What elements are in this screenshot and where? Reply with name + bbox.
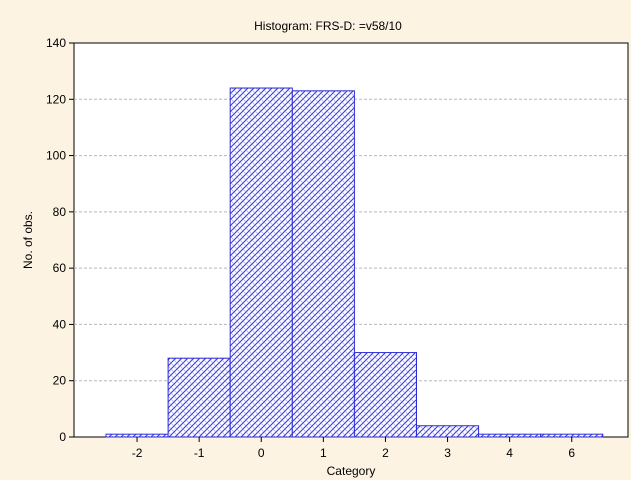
y-axis-ticks: 0 20 40 60 80 100 120 140 <box>46 36 74 444</box>
y-tick-label: 140 <box>46 36 66 50</box>
x-axis-label: Category <box>327 464 376 478</box>
x-tick-label: 3 <box>444 446 451 460</box>
x-tick-label: -2 <box>132 446 143 460</box>
y-tick-label: 60 <box>53 261 67 275</box>
bar-3 <box>416 425 480 438</box>
y-tick-label: 20 <box>53 374 67 388</box>
bars <box>105 87 604 438</box>
y-tick-label: 120 <box>46 92 66 106</box>
y-tick-label: 40 <box>53 317 67 331</box>
bar-6 <box>540 433 604 438</box>
y-tick-label: 0 <box>59 430 66 444</box>
y-tick-label: 100 <box>46 149 66 163</box>
bar-0 <box>229 87 293 438</box>
x-tick-label: 4 <box>506 446 513 460</box>
bar-2 <box>353 352 417 438</box>
chart-title: Histogram: FRS-D: =v58/10 <box>254 19 402 33</box>
x-tick-label: -1 <box>194 446 205 460</box>
x-axis-ticks: -2 -1 0 1 2 3 4 6 <box>132 437 575 460</box>
x-tick-label: 1 <box>320 446 327 460</box>
bar-4 <box>478 433 542 438</box>
bar--2 <box>105 433 169 438</box>
bar-1 <box>291 90 355 438</box>
y-tick-label: 80 <box>53 205 67 219</box>
x-tick-label: 0 <box>258 446 265 460</box>
bar--1 <box>167 357 231 438</box>
x-tick-label: 2 <box>382 446 389 460</box>
x-tick-label: 6 <box>568 446 575 460</box>
y-axis-label: No. of obs. <box>21 211 35 269</box>
